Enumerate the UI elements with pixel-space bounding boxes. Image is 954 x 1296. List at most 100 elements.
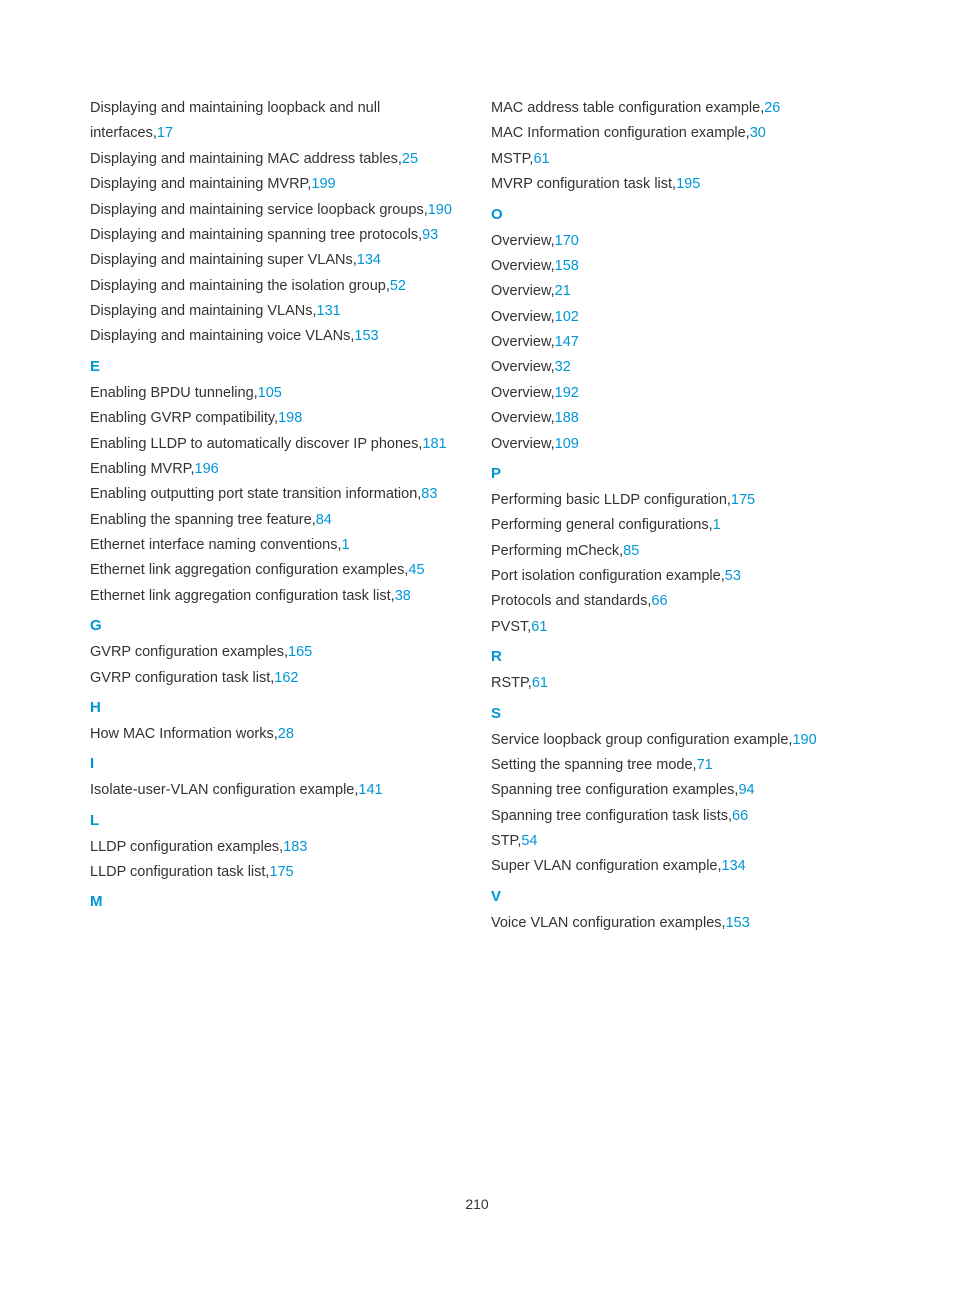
page-link[interactable]: 17 [157,125,173,141]
index-entry: Super VLAN configuration example,134 [491,854,864,879]
page-link[interactable]: 93 [422,227,438,243]
page-link[interactable]: 109 [555,436,579,452]
page-link[interactable]: 196 [195,461,219,477]
page-link[interactable]: 52 [390,278,406,294]
page-link[interactable]: 83 [421,486,437,502]
page-link[interactable]: 66 [651,593,667,609]
page-link[interactable]: 188 [555,410,579,426]
page-link[interactable]: 105 [258,385,282,401]
page-link[interactable]: 25 [402,151,418,167]
page-link[interactable]: 165 [288,644,312,660]
page-link[interactable]: 28 [278,726,294,742]
index-entry: Enabling outputting port state transitio… [90,482,463,507]
section-letter: P [491,465,864,482]
entry-text: Enabling LLDP to automatically discover … [90,436,422,452]
page-link[interactable]: 190 [792,732,816,748]
page-link[interactable]: 61 [532,675,548,691]
page-link[interactable]: 102 [555,309,579,325]
entry-text: Enabling GVRP compatibility, [90,410,278,426]
page-link[interactable]: 1 [341,537,349,553]
page-link[interactable]: 175 [269,864,293,880]
entry-text: Displaying and maintaining VLANs, [90,303,317,319]
page-link[interactable]: 183 [283,839,307,855]
page-link[interactable]: 147 [555,334,579,350]
entry-text: Enabling outputting port state transitio… [90,486,421,502]
page-link[interactable]: 175 [731,492,755,508]
index-entry: Displaying and maintaining spanning tree… [90,223,463,248]
page-link[interactable]: 190 [428,202,452,218]
index-entry: Isolate-user-VLAN configuration example,… [90,778,463,803]
page-link[interactable]: 94 [738,782,754,798]
entry-text: Performing basic LLDP configuration, [491,492,731,508]
page-link[interactable]: 61 [531,619,547,635]
page-link[interactable]: 53 [725,568,741,584]
entry-text: Setting the spanning tree mode, [491,757,697,773]
page-link[interactable]: 54 [521,833,537,849]
page-link[interactable]: 21 [555,283,571,299]
page-link[interactable]: 134 [722,858,746,874]
index-entry: Displaying and maintaining the isolation… [90,274,463,299]
entry-text: PVST, [491,619,531,635]
section-letter: E [90,358,463,375]
page-link[interactable]: 192 [555,385,579,401]
page-link[interactable]: 158 [555,258,579,274]
index-entry: Displaying and maintaining super VLANs,1… [90,248,463,273]
page-link[interactable]: 141 [358,782,382,798]
index-entry: Enabling MVRP,196 [90,457,463,482]
page-link[interactable]: 85 [623,543,639,559]
page-link[interactable]: 198 [278,410,302,426]
index-entry: Performing mCheck,85 [491,539,864,564]
entry-text: Service loopback group configuration exa… [491,732,792,748]
entry-text: How MAC Information works, [90,726,278,742]
entry-text: MVRP configuration task list, [491,176,676,192]
index-entry: Service loopback group configuration exa… [491,728,864,753]
page-link[interactable]: 170 [555,233,579,249]
left-column: Displaying and maintaining loopback and … [90,96,463,936]
page-link[interactable]: 153 [726,915,750,931]
page-link[interactable]: 181 [422,436,446,452]
page-link[interactable]: 131 [317,303,341,319]
page-link[interactable]: 38 [395,588,411,604]
page-link[interactable]: 61 [533,151,549,167]
index-entry: Port isolation configuration example,53 [491,564,864,589]
entry-text: Displaying and maintaining voice VLANs, [90,328,354,344]
entry-text: STP, [491,833,521,849]
index-entry: Overview,192 [491,381,864,406]
index-entry: Spanning tree configuration examples,94 [491,778,864,803]
entry-text: Spanning tree configuration task lists, [491,808,732,824]
section-letter: G [90,617,463,634]
page-link[interactable]: 84 [316,512,332,528]
section-letter: V [491,888,864,905]
page-link[interactable]: 32 [555,359,571,375]
index-entry: Displaying and maintaining service loopb… [90,198,463,223]
page-link[interactable]: 45 [408,562,424,578]
page-link[interactable]: 26 [764,100,780,116]
index-entry: How MAC Information works,28 [90,722,463,747]
entry-text: Ethernet link aggregation configuration … [90,562,408,578]
entry-text: Enabling the spanning tree feature, [90,512,316,528]
index-entry: Enabling the spanning tree feature,84 [90,508,463,533]
entry-text: GVRP configuration task list, [90,670,274,686]
entry-text: Enabling BPDU tunneling, [90,385,258,401]
entry-text: RSTP, [491,675,532,691]
index-entry: Ethernet link aggregation configuration … [90,584,463,609]
entry-text: Voice VLAN configuration examples, [491,915,726,931]
index-entry: Overview,170 [491,229,864,254]
page-link[interactable]: 30 [750,125,766,141]
page-link[interactable]: 153 [354,328,378,344]
page-link[interactable]: 66 [732,808,748,824]
entry-text: Displaying and maintaining spanning tree… [90,227,422,243]
entry-text: Displaying and maintaining MVRP, [90,176,311,192]
page-link[interactable]: 134 [357,252,381,268]
entry-text: Overview, [491,385,555,401]
page-link[interactable]: 71 [697,757,713,773]
page-link[interactable]: 1 [713,517,721,533]
entry-text: Overview, [491,233,555,249]
page-link[interactable]: 195 [676,176,700,192]
entry-text: Displaying and maintaining super VLANs, [90,252,357,268]
entry-text: Overview, [491,436,555,452]
index-entry: MAC address table configuration example,… [491,96,864,121]
page-link[interactable]: 199 [311,176,335,192]
page-link[interactable]: 162 [274,670,298,686]
index-entry: STP,54 [491,829,864,854]
